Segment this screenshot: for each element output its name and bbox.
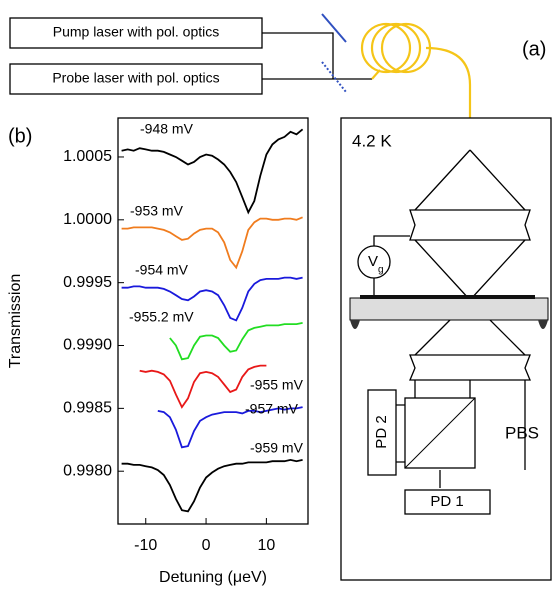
gate-label: V bbox=[368, 253, 378, 270]
series-line bbox=[122, 460, 303, 512]
sample-holder bbox=[350, 298, 548, 320]
beam-splitter bbox=[322, 62, 346, 92]
x-tick-label: 0 bbox=[202, 537, 211, 554]
y-tick-label: 0.9995 bbox=[63, 274, 112, 291]
pd1-label: PD 1 bbox=[430, 493, 463, 510]
pd2-label: PD 2 bbox=[373, 415, 390, 448]
setup-diagram: Pump laser with pol. optics Probe laser … bbox=[10, 14, 551, 580]
series-label: -954 mV bbox=[135, 262, 189, 278]
panel-label: (b) bbox=[8, 125, 32, 147]
y-tick-label: 1.0005 bbox=[63, 148, 112, 165]
sample bbox=[360, 295, 535, 299]
series-label: -953 mV bbox=[130, 203, 184, 219]
pbs-label: PBS bbox=[505, 423, 539, 442]
x-axis-label: Detuning (μeV) bbox=[159, 569, 267, 586]
series-line bbox=[170, 323, 303, 359]
fiber-coil bbox=[362, 24, 470, 122]
series-label: -959 mV bbox=[250, 440, 304, 456]
beam bbox=[262, 33, 372, 79]
y-axis-label: Transmission bbox=[7, 274, 24, 369]
series-label: -957 mV bbox=[245, 401, 299, 417]
series-label: -955.2 mV bbox=[129, 309, 194, 325]
series-line bbox=[122, 129, 303, 212]
series-label: -955 mV bbox=[250, 377, 304, 393]
probe-label: Probe laser with pol. optics bbox=[52, 70, 219, 86]
panel-label: (a) bbox=[522, 38, 546, 60]
series-line bbox=[122, 217, 303, 267]
pump-label: Pump laser with pol. optics bbox=[53, 24, 220, 40]
y-tick-label: 1.0000 bbox=[63, 211, 112, 228]
y-tick-label: 0.9980 bbox=[63, 462, 112, 479]
temperature: 4.2 K bbox=[352, 131, 392, 150]
mirror bbox=[322, 14, 346, 42]
figure: Pump laser with pol. optics Probe laser … bbox=[0, 0, 554, 589]
y-tick-label: 0.9990 bbox=[63, 337, 112, 354]
x-tick-label: 10 bbox=[257, 537, 275, 554]
x-tick-label: -10 bbox=[134, 537, 157, 554]
series-label: -948 mV bbox=[140, 121, 194, 137]
gate-sub: g bbox=[378, 265, 384, 276]
y-tick-label: 0.9985 bbox=[63, 400, 112, 417]
